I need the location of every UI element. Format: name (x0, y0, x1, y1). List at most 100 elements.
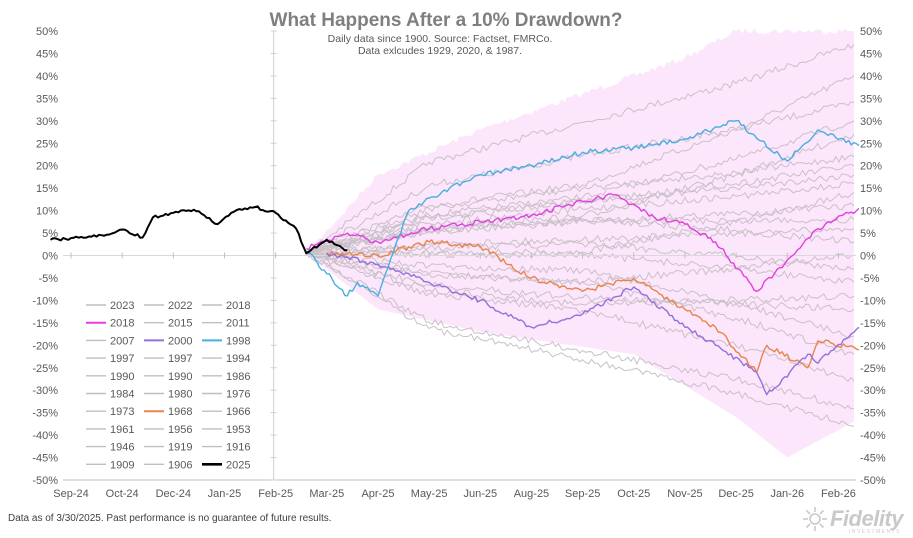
legend-label-1919: 1919 (168, 442, 192, 454)
legend-label-1973: 1973 (110, 406, 134, 418)
y-tick-right: -50% (860, 475, 886, 487)
y-tick-left: 30% (36, 116, 58, 128)
highlighted-series (50, 119, 860, 396)
y-tick-right: 5% (860, 228, 876, 240)
legend-label-2007: 2007 (110, 335, 134, 347)
y-tick-left: -20% (32, 340, 58, 352)
y-tick-right: -10% (860, 295, 886, 307)
legend-label-1990: 1990 (110, 371, 134, 383)
legend-label-1916: 1916 (226, 442, 250, 454)
y-tick-left: -50% (32, 475, 58, 487)
x-tick-label: Aug-25 (514, 488, 549, 500)
historical-path-16 (306, 240, 855, 271)
historical-path-8 (305, 173, 855, 254)
historical-path-20 (306, 250, 855, 339)
historical-path-3 (306, 101, 855, 255)
y-tick-right: 0% (860, 251, 876, 263)
historical-path-23 (306, 252, 855, 410)
legend-label-1956: 1956 (168, 424, 192, 436)
fidelity-starburst-icon (802, 507, 827, 531)
x-tick-label: Sep-24 (53, 488, 88, 500)
x-tick-label: Feb-25 (258, 488, 293, 500)
chart-title: What Happens After a 10% Drawdown? (270, 10, 623, 31)
legend-label-1906: 1906 (168, 459, 192, 471)
legend-label-1994: 1994 (226, 353, 250, 365)
historical-path-21 (305, 250, 855, 356)
y-tick-right: -25% (860, 363, 886, 375)
chart-subtitle-line-1: Daily data since 1900. Source: Factset, … (328, 33, 553, 45)
legend-label-1966: 1966 (226, 406, 250, 418)
y-tick-left: 0% (42, 251, 58, 263)
y-tick-right: 45% (860, 48, 882, 60)
y-tick-right: 40% (860, 71, 882, 83)
series-1968-line (326, 239, 860, 373)
legend-label-1984: 1984 (110, 389, 134, 401)
x-tick-label: Dec-25 (718, 488, 753, 500)
legend: 2023 2022 2018 2018 2015 2011 2007 2000 1998 1997… (86, 300, 250, 471)
x-tick-label: May-25 (411, 488, 448, 500)
y-tick-left: -45% (32, 453, 58, 465)
historical-path-22 (305, 252, 855, 383)
y-tick-left: -5% (38, 273, 58, 285)
legend-label-1946: 1946 (110, 442, 134, 454)
y-tick-left: 10% (36, 206, 58, 218)
y-tick-left: 50% (36, 26, 58, 38)
x-tick-label: Nov-25 (667, 488, 702, 500)
legend-label-2025: 2025 (226, 459, 250, 471)
legend-label-2011: 2011 (226, 318, 250, 330)
historical-path-15 (305, 249, 855, 286)
y-tick-right: 35% (860, 93, 882, 105)
y-tick-right: 10% (860, 206, 882, 218)
legend-label-1980: 1980 (168, 389, 192, 401)
historical-path-1 (306, 43, 855, 255)
legend-label-2023: 2023 (110, 300, 134, 312)
legend-label-1953: 1953 (226, 424, 250, 436)
series-1998-line (305, 119, 860, 297)
fidelity-tagline: INVESTMENTS (848, 529, 901, 535)
footnote: Data as of 3/30/2025. Past performance i… (8, 513, 332, 524)
axes: 50% 50% 45% 45% 40% 40% 35% 35% 30% 30% 25% 25% 20% 2… (32, 26, 886, 500)
x-tick-label: Feb-26 (821, 488, 856, 500)
fidelity-wordmark: Fidelity (829, 506, 904, 531)
series-2025-line (50, 205, 348, 255)
y-tick-right: -15% (860, 318, 886, 330)
y-tick-right: -20% (860, 340, 886, 352)
legend-label-2018: 2018 (226, 300, 250, 312)
y-tick-left: -35% (32, 408, 58, 420)
historical-path-9 (306, 181, 855, 256)
legend-label-1997: 1997 (110, 353, 134, 365)
fidelity-logo: Fidelity (802, 506, 904, 532)
x-tick-label: Apr-25 (361, 488, 394, 500)
y-tick-left: 35% (36, 93, 58, 105)
historical-path-11 (306, 202, 855, 256)
x-tick-label: Jan-25 (208, 488, 242, 500)
legend-label-2018: 2018 (110, 318, 134, 330)
historical-path-17 (305, 249, 855, 284)
y-tick-left: 15% (36, 183, 58, 195)
chart-subtitle-line-2: Data exlcudes 1929, 2020, & 1987. (358, 45, 522, 57)
historical-path-2 (306, 75, 855, 254)
y-tick-right: -35% (860, 408, 886, 420)
x-tick-label: Jan-26 (770, 488, 804, 500)
y-tick-left: -30% (32, 385, 58, 397)
range-band-area (306, 28, 854, 458)
legend-label-2015: 2015 (168, 318, 192, 330)
y-tick-right: -30% (860, 385, 886, 397)
legend-label-1997: 1997 (168, 353, 192, 365)
historical-path-6 (306, 154, 855, 255)
y-tick-left: 25% (36, 138, 58, 150)
legend-label-1998: 1998 (226, 335, 250, 347)
x-tick-label: Sep-25 (565, 488, 600, 500)
legend-label-1909: 1909 (110, 459, 134, 471)
x-tick-label: Mar-25 (309, 488, 344, 500)
historical-path-24 (306, 250, 855, 427)
x-tick-label: Oct-24 (106, 488, 139, 500)
y-tick-right: 20% (860, 161, 882, 173)
x-tick-label: Jun-25 (463, 488, 497, 500)
y-tick-right: 30% (860, 116, 882, 128)
historical-path-19 (306, 252, 855, 313)
legend-label-1990: 1990 (168, 371, 192, 383)
x-tick-label: Dec-24 (156, 488, 191, 500)
legend-label-2000: 2000 (168, 335, 192, 347)
historical-path-13 (305, 226, 855, 258)
